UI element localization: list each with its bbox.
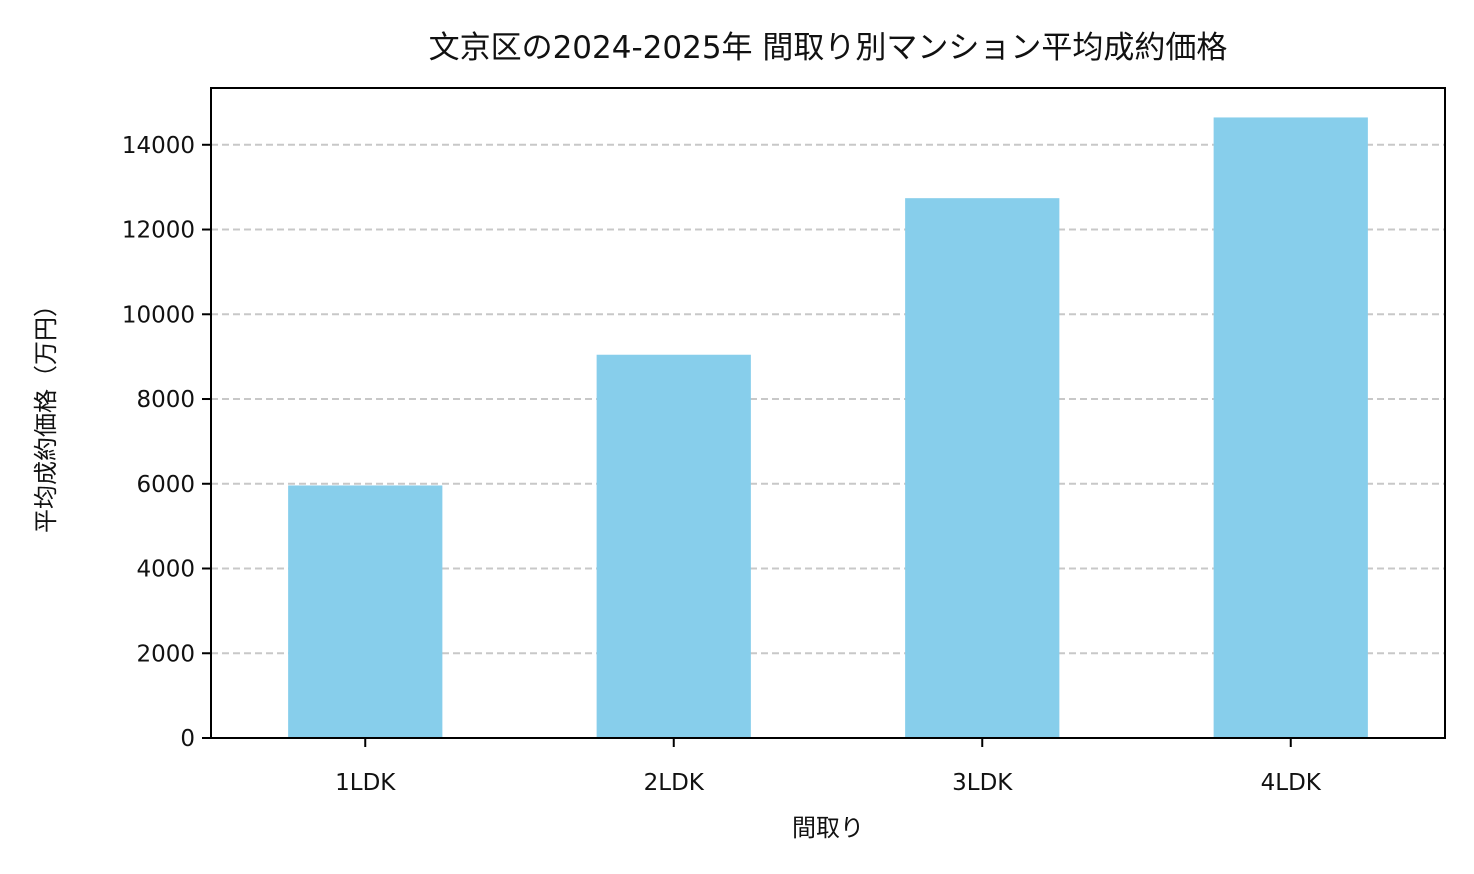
y-tick-label: 10000 (122, 302, 195, 328)
x-axis: 1LDK 2LDK 3LDK 4LDK (335, 738, 1322, 796)
x-tick-label: 1LDK (335, 770, 396, 796)
bar-1LDK (288, 485, 443, 738)
x-axis-label: 間取り (792, 814, 864, 842)
bar-4LDK (1213, 117, 1368, 738)
y-tick-label: 14000 (122, 133, 195, 159)
plot-frame (210, 87, 1446, 739)
bar-2LDK (596, 354, 751, 738)
x-tick-label: 2LDK (644, 770, 705, 796)
y-tick-label: 6000 (136, 472, 195, 498)
bar-3LDK (905, 198, 1060, 738)
y-axis: 0 2000 4000 6000 8000 10000 12000 14000 (122, 133, 211, 752)
x-tick-label: 3LDK (952, 770, 1013, 796)
y-axis-label: 平均成約価格（万円） (32, 293, 60, 533)
y-tick-label: 0 (180, 726, 195, 752)
y-tick-label: 8000 (136, 387, 195, 413)
bars (288, 117, 1368, 738)
y-tick-label: 12000 (122, 218, 195, 244)
chart-title: 文京区の2024-2025年 間取り別マンション平均成約価格 (429, 30, 1228, 66)
y-tick-label: 4000 (136, 557, 195, 583)
x-tick-label: 4LDK (1261, 770, 1322, 796)
y-tick-label: 2000 (136, 641, 195, 667)
